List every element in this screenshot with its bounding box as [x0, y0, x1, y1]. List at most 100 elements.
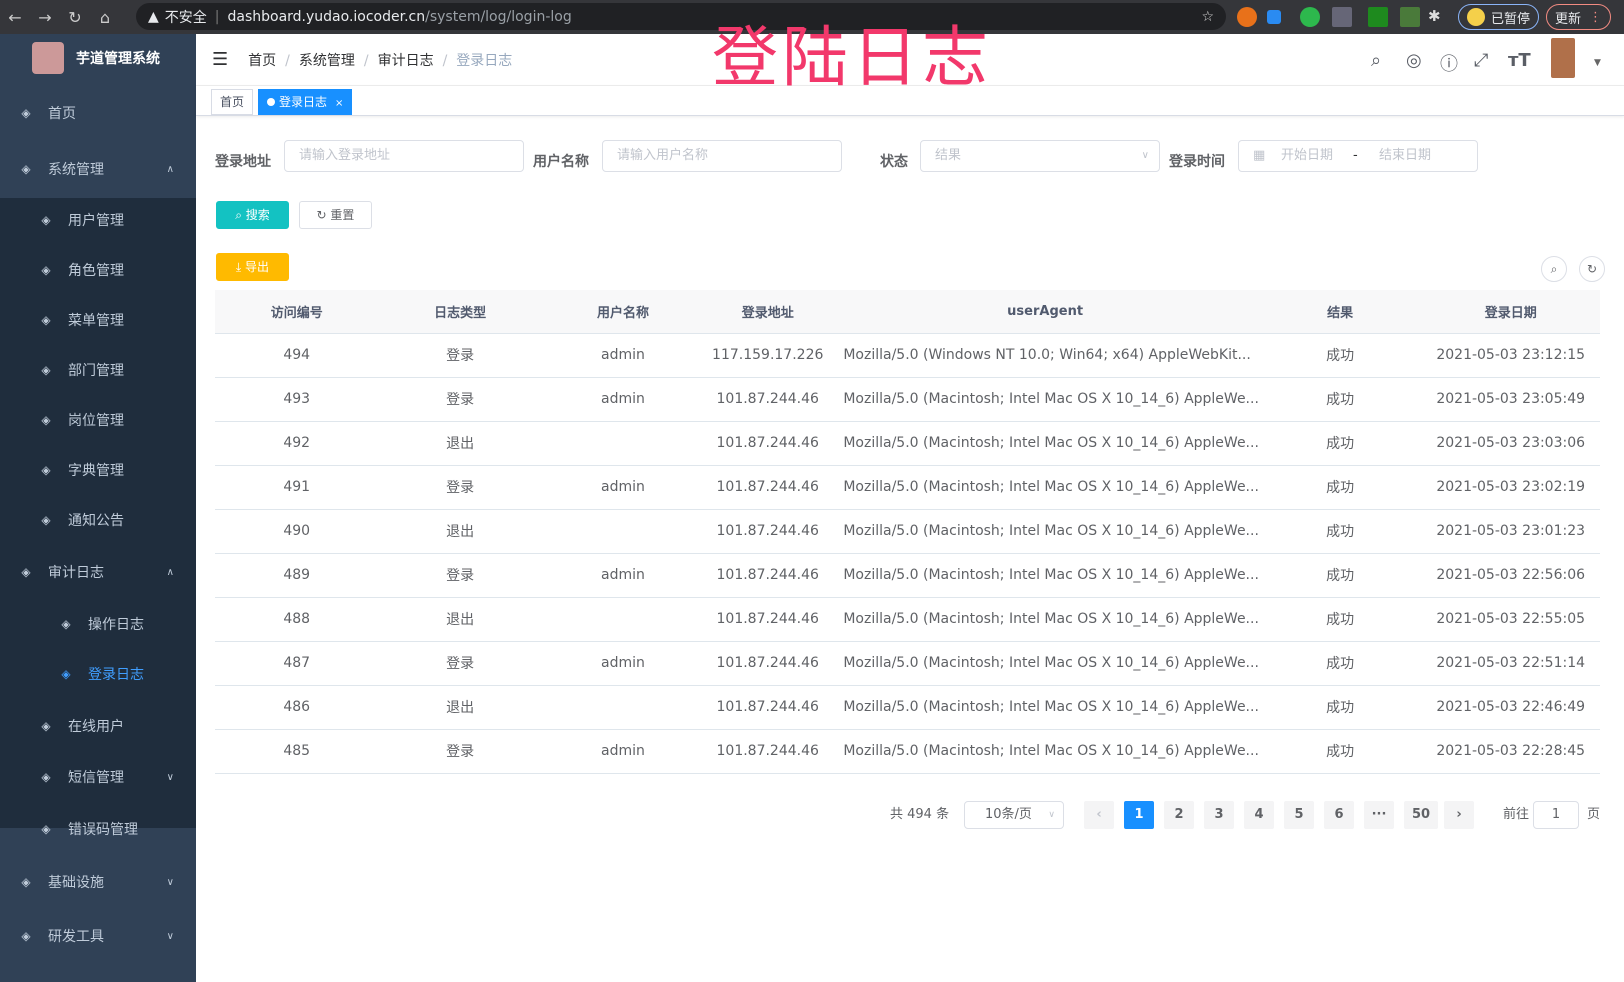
table-row[interactable]: 489 登录 admin 101.87.244.46 Mozilla/5.0 (Maci… — [215, 553, 1600, 598]
refresh-icon[interactable]: ↻ — [1579, 256, 1605, 282]
dict-icon: ◈ — [41, 463, 51, 477]
end-date[interactable]: 结束日期 — [1379, 148, 1432, 163]
sidebar-item-16[interactable]: ◈ 研发工具 ∨ — [0, 911, 196, 961]
sidebar-item-2[interactable]: ◈ 用户管理 — [0, 195, 196, 245]
table-row[interactable]: 493 登录 admin 101.87.244.46 Mozilla/5.0 (Maci… — [215, 377, 1600, 422]
page-size-value: 10条/页 — [985, 807, 1032, 822]
table-row[interactable]: 485 登录 admin 101.87.244.46 Mozilla/5.0 (Maci… — [215, 729, 1600, 774]
online-icon: ◈ — [41, 719, 51, 733]
start-date[interactable]: 开始日期 — [1281, 148, 1334, 163]
avatar[interactable] — [1551, 38, 1575, 78]
chevron-icon: ∧ — [166, 163, 174, 175]
refresh-icon: ↻ — [316, 208, 331, 222]
address-bar[interactable]: ▲ 不安全 | dashboard.yudao.iocoder.cn/syste… — [136, 3, 1226, 30]
puzzle-icon[interactable]: ✱ — [1428, 7, 1441, 25]
sidebar-item-12[interactable]: ◈ 在线用户 — [0, 701, 196, 751]
table-cell: 成功 — [1258, 685, 1422, 730]
help-icon[interactable]: ⓘ — [1440, 54, 1458, 75]
submenu-bg — [0, 198, 196, 828]
extension-icon[interactable] — [1400, 7, 1420, 27]
validcode-icon: ◈ — [41, 770, 51, 784]
extension-icon[interactable] — [1332, 7, 1352, 27]
table-row[interactable]: 490 退出 101.87.244.46 Mozilla/5.0 (Macintosh… — [215, 509, 1600, 554]
toggle-search-icon[interactable]: ⌕ — [1541, 256, 1567, 282]
message-icon: ◈ — [41, 513, 51, 527]
back-icon[interactable]: ← — [8, 7, 22, 27]
table-cell: 成功 — [1258, 729, 1422, 774]
home-icon[interactable]: ⌂ — [99, 7, 111, 27]
prev-page-button[interactable]: ‹ — [1084, 801, 1114, 829]
breadcrumb-item[interactable]: 系统管理 — [298, 52, 355, 69]
page-button[interactable]: 2 — [1164, 801, 1194, 829]
goto-page-input[interactable]: 1 — [1533, 801, 1579, 829]
sidebar-item-11[interactable]: ◈ 登录日志 — [0, 649, 196, 699]
username-input[interactable]: 请输入用户名称 — [602, 140, 842, 172]
search-button[interactable]: ⌕ 搜索 — [216, 201, 289, 229]
sidebar-item-13[interactable]: ◈ 短信管理 ∨ — [0, 752, 196, 802]
sidebar-item-7[interactable]: ◈ 字典管理 — [0, 445, 196, 495]
tag-home[interactable]: 首页 — [211, 89, 254, 115]
post-icon: ◈ — [41, 413, 51, 427]
close-icon[interactable]: × — [335, 98, 344, 109]
table-row[interactable]: 486 退出 101.87.244.46 Mozilla/5.0 (Macintosh… — [215, 685, 1600, 730]
github-icon[interactable]: ◎ — [1406, 50, 1422, 71]
sidebar-item-5[interactable]: ◈ 部门管理 — [0, 345, 196, 395]
breadcrumb-item[interactable]: 首页 — [248, 52, 277, 69]
sidebar-item-6[interactable]: ◈ 岗位管理 — [0, 395, 196, 445]
sidebar-item-15[interactable]: ◈ 基础设施 ∨ — [0, 857, 196, 907]
sidebar-item-3[interactable]: ◈ 角色管理 — [0, 245, 196, 295]
page-button[interactable]: 1 — [1124, 801, 1154, 829]
profile-button[interactable]: 已暂停 — [1458, 4, 1540, 30]
reset-button[interactable]: ↻ 重置 — [299, 201, 372, 229]
ip-input[interactable]: 请输入登录地址 — [284, 140, 524, 172]
extension-icon[interactable] — [1267, 10, 1281, 24]
bookmark-star-icon[interactable]: ☆ — [1201, 8, 1214, 25]
table-row[interactable]: 488 退出 101.87.244.46 Mozilla/5.0 (Macintosh… — [215, 597, 1600, 642]
fullscreen-icon[interactable]: ⤢ — [1474, 50, 1489, 71]
extension-icon[interactable] — [1368, 7, 1388, 27]
page-button[interactable]: 50 — [1404, 801, 1438, 829]
page-button[interactable]: 3 — [1204, 801, 1234, 829]
update-button[interactable]: 更新 ⋮ — [1546, 4, 1612, 30]
table-row[interactable]: 494 登录 admin 117.159.17.226 Mozilla/5.0 (Win… — [215, 333, 1600, 378]
table-row[interactable]: 491 登录 admin 101.87.244.46 Mozilla/5.0 (Maci… — [215, 465, 1600, 510]
sidebar-item-8[interactable]: ◈ 通知公告 — [0, 495, 196, 545]
export-button[interactable]: ⤓ 导出 — [216, 253, 289, 281]
page-button[interactable]: ··· — [1364, 801, 1394, 829]
sidebar-logo[interactable]: 芋道管理系统 — [0, 34, 196, 82]
table-cell: 2021-05-03 23:03:06 — [1421, 421, 1600, 466]
table-cell — [541, 509, 705, 554]
search-icon[interactable]: ⌕ — [1371, 50, 1382, 71]
caret-down-icon[interactable]: ▼ — [1594, 58, 1601, 68]
sidebar-item-1[interactable]: ◈ 系统管理 ∧ — [0, 144, 196, 194]
sidebar-item-4[interactable]: ◈ 菜单管理 — [0, 295, 196, 345]
table-cell: Mozilla/5.0 (Macintosh; Intel Mac OS X 1… — [831, 421, 1259, 466]
column-header: 登录日期 — [1421, 290, 1600, 334]
table-row[interactable]: 487 登录 admin 101.87.244.46 Mozilla/5.0 (Maci… — [215, 641, 1600, 686]
date-range-picker[interactable]: ▦ 开始日期 - 结束日期 — [1238, 140, 1478, 172]
table-cell: 101.87.244.46 — [704, 509, 832, 554]
hamburger-icon[interactable]: ☰ — [212, 49, 229, 70]
breadcrumb-item[interactable]: 审计日志 — [377, 52, 434, 69]
sidebar-item-9[interactable]: ◈ 审计日志 ∧ — [0, 547, 196, 597]
page-button[interactable]: 5 — [1284, 801, 1314, 829]
page-size-select[interactable]: 10条/页 ∨ — [964, 801, 1064, 829]
sidebar-item-10[interactable]: ◈ 操作日志 — [0, 599, 196, 649]
status-select[interactable]: 结果 ∨ — [920, 140, 1160, 172]
tag-login-log[interactable]: 登录日志 × — [258, 89, 353, 115]
next-page-button[interactable]: › — [1444, 801, 1474, 829]
search-icon: ⌕ — [235, 208, 246, 222]
table-row[interactable]: 492 退出 101.87.244.46 Mozilla/5.0 (Macintosh… — [215, 421, 1600, 466]
page-button[interactable]: 6 — [1324, 801, 1354, 829]
sidebar-item-label: 在线用户 — [68, 719, 124, 735]
extension-icon[interactable] — [1300, 7, 1320, 27]
reload-icon[interactable]: ↻ — [68, 7, 82, 27]
extension-icon[interactable] — [1237, 7, 1257, 27]
table-cell: 494 — [215, 333, 379, 378]
sidebar-item-14[interactable]: ◈ 错误码管理 — [0, 804, 196, 854]
font-size-icon[interactable]: ᴛT — [1508, 50, 1531, 71]
page-button[interactable]: 4 — [1244, 801, 1274, 829]
sidebar-item-label: 短信管理 — [68, 770, 124, 786]
sidebar-item-0[interactable]: ◈ 首页 — [0, 88, 196, 138]
forward-icon[interactable]: → — [38, 7, 52, 27]
